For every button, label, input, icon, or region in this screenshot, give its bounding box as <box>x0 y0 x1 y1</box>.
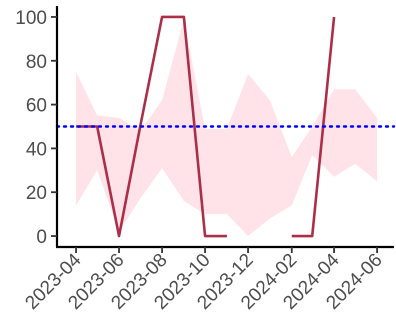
y-tick-label: 20 <box>26 183 47 204</box>
y-tick-label: 80 <box>26 52 47 73</box>
series-line-0 <box>76 15 227 238</box>
y-tick-label: 40 <box>26 139 47 160</box>
confidence-band <box>76 19 378 237</box>
y-tick-label: 60 <box>26 96 47 117</box>
y-tick-label: 0 <box>36 227 47 248</box>
y-tick-label: 100 <box>15 8 47 29</box>
